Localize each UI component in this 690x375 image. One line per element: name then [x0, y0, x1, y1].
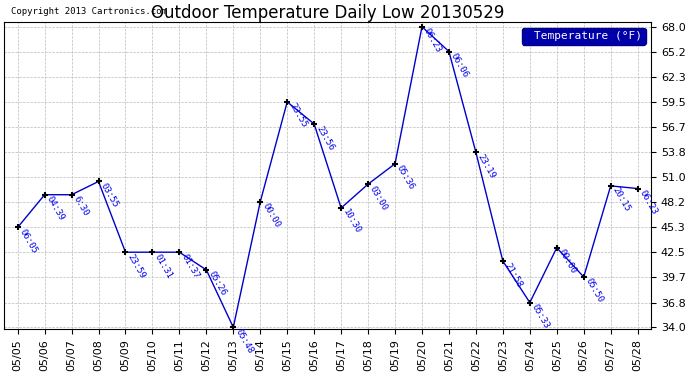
Text: 23:59: 23:59 — [126, 252, 147, 280]
Text: 00:00: 00:00 — [557, 248, 578, 276]
Text: 04:39: 04:39 — [45, 195, 66, 222]
Text: 05:50: 05:50 — [584, 277, 605, 305]
Text: 05:36: 05:36 — [395, 164, 416, 192]
Text: 23:19: 23:19 — [476, 152, 497, 180]
Text: 05:33: 05:33 — [530, 303, 551, 330]
Text: 23:55: 23:55 — [287, 102, 308, 130]
Text: 05:48: 05:48 — [233, 327, 255, 355]
Text: 06:06: 06:06 — [449, 51, 470, 79]
Text: 03:00: 03:00 — [368, 184, 389, 212]
Text: 06:05: 06:05 — [18, 228, 39, 255]
Text: 6:30: 6:30 — [72, 195, 90, 218]
Text: 00:00: 00:00 — [260, 202, 282, 229]
Text: 23:56: 23:56 — [314, 124, 335, 152]
Text: 05:26: 05:26 — [206, 270, 228, 298]
Title: Outdoor Temperature Daily Low 20130529: Outdoor Temperature Daily Low 20130529 — [151, 4, 504, 22]
Text: 01:37: 01:37 — [179, 252, 201, 280]
Text: 21:58: 21:58 — [503, 261, 524, 289]
Text: 06:23: 06:23 — [638, 189, 659, 216]
Text: 01:31: 01:31 — [152, 252, 174, 280]
Text: 20:15: 20:15 — [611, 186, 632, 214]
Text: 06:23: 06:23 — [422, 27, 443, 54]
Text: 03:55: 03:55 — [99, 182, 120, 209]
Text: 10:30: 10:30 — [341, 208, 362, 236]
Legend: Temperature (°F): Temperature (°F) — [522, 28, 646, 45]
Text: Copyright 2013 Cartronics.com: Copyright 2013 Cartronics.com — [10, 7, 166, 16]
